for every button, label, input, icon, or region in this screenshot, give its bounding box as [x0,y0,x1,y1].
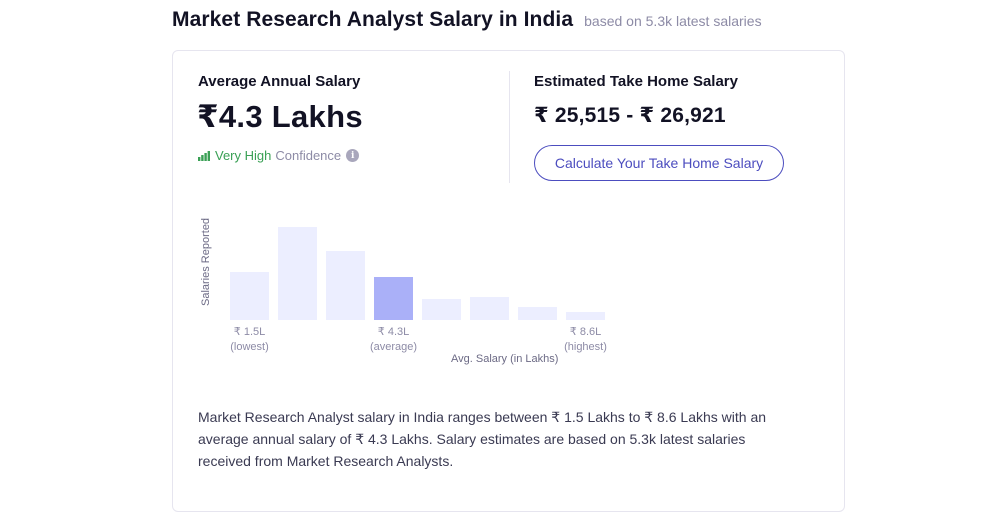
x-tick-caption: (highest) [564,341,607,353]
chart-bar [230,272,269,320]
x-tick-value: ₹ 4.3L [377,326,410,338]
page-header: Market Research Analyst Salary in India … [172,8,762,32]
chart-bar [566,312,605,320]
confidence-label: Confidence [275,148,342,163]
salary-distribution-chart: Salaries Reported Avg. Salary (in Lakhs)… [193,211,613,371]
confidence-level: Very High [215,148,272,163]
chart-bar [278,227,317,320]
salary-summary-text: Market Research Analyst salary in India … [198,409,767,469]
section-divider [509,71,510,183]
salary-count-note: based on 5.3k latest salaries [584,13,762,29]
x-tick-caption: (lowest) [230,341,269,353]
x-tick-label: ₹ 4.3L (average) [364,325,424,353]
page-title: Market Research Analyst Salary in India [172,8,574,31]
x-tick-value: ₹ 1.5L [233,326,266,338]
x-tick-value: ₹ 8.6L [569,326,602,338]
salary-card: Average Annual Salary ₹4.3 Lakhs Very Hi… [172,50,845,512]
chart-bar [470,297,509,320]
take-home-value: ₹ 25,515 - ₹ 26,921 [534,104,726,127]
chart-bar [326,251,365,320]
confidence-indicator: Very High Confidence i [198,148,360,163]
take-home-label: Estimated Take Home Salary [534,73,738,90]
x-tick-label: ₹ 1.5L (lowest) [220,325,280,353]
chart-bar [374,277,413,320]
info-icon[interactable]: i [346,149,360,162]
chart-bar [422,299,461,320]
calculate-take-home-button[interactable]: Calculate Your Take Home Salary [534,145,784,181]
chart-bar [518,307,557,320]
signal-bars-icon [198,150,210,161]
y-axis-label: Salaries Reported [200,217,212,306]
x-tick-label: ₹ 8.6L (highest) [556,325,616,353]
x-axis-label: Avg. Salary (in Lakhs) [451,353,559,365]
average-salary-value: ₹4.3 Lakhs [197,99,363,134]
x-tick-caption: (average) [369,341,418,353]
average-salary-label: Average Annual Salary [198,73,361,90]
